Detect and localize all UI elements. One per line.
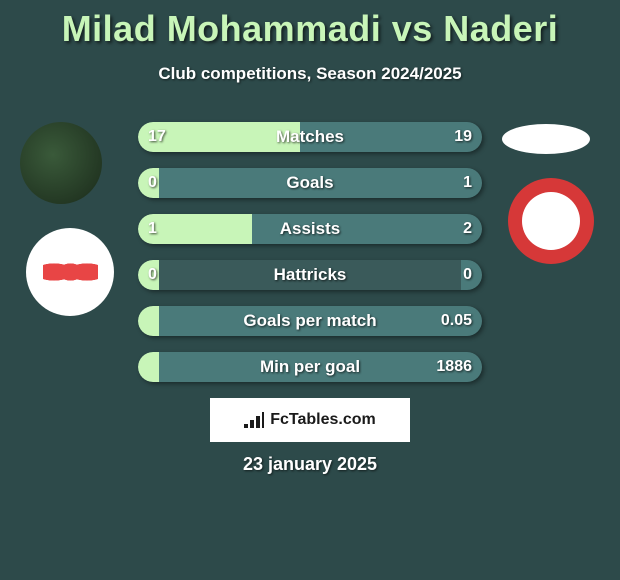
stat-value-right: 0: [463, 260, 472, 290]
stat-value-right: 2: [463, 214, 472, 244]
stat-label: Min per goal: [138, 352, 482, 382]
stat-value-right: 19: [454, 122, 472, 152]
stat-row-goals-per-match: Goals per match 0.05: [138, 306, 482, 336]
stat-label: Assists: [138, 214, 482, 244]
chart-icon: [244, 412, 264, 428]
stat-row-matches: 17 Matches 19: [138, 122, 482, 152]
brand-badge[interactable]: FcTables.com: [210, 398, 410, 442]
stat-value-right: 1886: [436, 352, 472, 382]
stat-row-assists: 1 Assists 2: [138, 214, 482, 244]
player-left-photo: [20, 122, 102, 204]
stat-row-hattricks: 0 Hattricks 0: [138, 260, 482, 290]
stat-row-min-per-goal: Min per goal 1886: [138, 352, 482, 382]
player-left-club-logo: [26, 228, 114, 316]
stat-label: Matches: [138, 122, 482, 152]
player-right-club-logo: [508, 178, 594, 264]
stats-bars: 17 Matches 19 0 Goals 1 1 Assists 2 0 Ha…: [138, 122, 482, 398]
stat-row-goals: 0 Goals 1: [138, 168, 482, 198]
date-label: 23 january 2025: [0, 454, 620, 475]
stat-value-right: 0.05: [441, 306, 472, 336]
player-right-photo: [502, 124, 590, 154]
brand-text: FcTables.com: [270, 411, 376, 429]
stat-label: Goals per match: [138, 306, 482, 336]
stat-value-right: 1: [463, 168, 472, 198]
page-subtitle: Club competitions, Season 2024/2025: [0, 64, 620, 84]
stat-label: Goals: [138, 168, 482, 198]
page-title: Milad Mohammadi vs Naderi: [0, 0, 620, 50]
stat-label: Hattricks: [138, 260, 482, 290]
